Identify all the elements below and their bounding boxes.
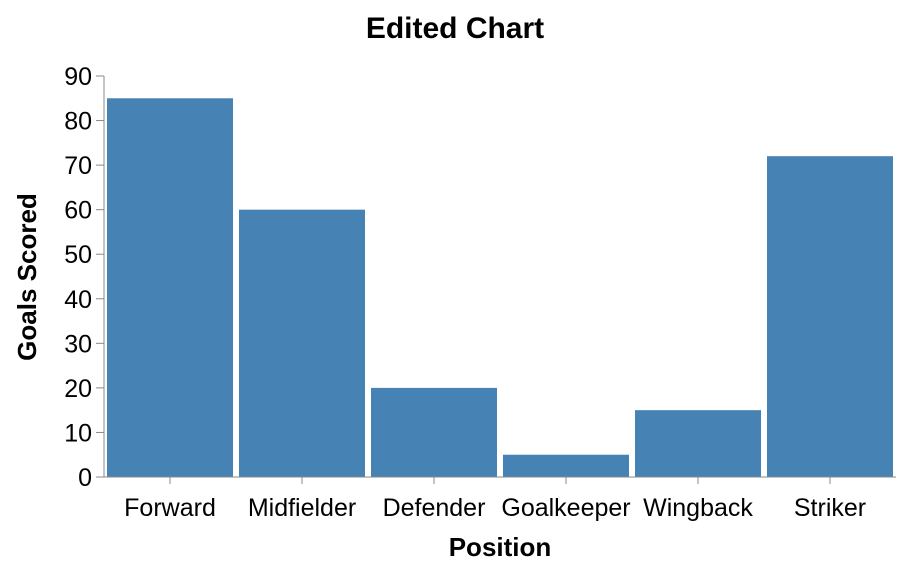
- bar-defender: [371, 387, 497, 477]
- y-tick-label: 80: [64, 108, 92, 136]
- bar-forward: [107, 98, 233, 478]
- x-tick-label: Defender: [383, 494, 486, 522]
- y-tick-label: 90: [64, 63, 92, 91]
- y-tick-label: 10: [64, 419, 92, 447]
- y-tick-label: 70: [64, 152, 92, 180]
- x-tick-label: Goalkeeper: [501, 494, 630, 522]
- x-axis: Forward Midfielder Defender Goalkeeper Wingb…: [104, 476, 896, 522]
- y-axis-title: Goals Scored: [12, 193, 42, 361]
- x-tick-label: Striker: [794, 494, 866, 522]
- bars-group: [107, 98, 893, 478]
- x-tick-label: Midfielder: [248, 494, 356, 522]
- bar-midfielder: [239, 209, 365, 477]
- x-tick-label: Wingback: [643, 494, 753, 522]
- y-tick-label: 0: [78, 464, 92, 492]
- y-tick-label: 40: [64, 286, 92, 314]
- x-tick-label: Forward: [124, 494, 216, 522]
- y-tick-label: 20: [64, 375, 92, 403]
- x-axis-title: Position: [449, 532, 552, 562]
- bar-goalkeeper: [503, 454, 629, 477]
- bar-wingback: [635, 410, 761, 477]
- y-tick-label: 50: [64, 241, 92, 269]
- bar-striker: [767, 156, 893, 477]
- y-axis: 0 10 20 30 40 50 60 70 80 90: [64, 63, 105, 492]
- chart-title: Edited Chart: [366, 12, 544, 45]
- y-tick-label: 60: [64, 197, 92, 225]
- y-tick-label: 30: [64, 330, 92, 358]
